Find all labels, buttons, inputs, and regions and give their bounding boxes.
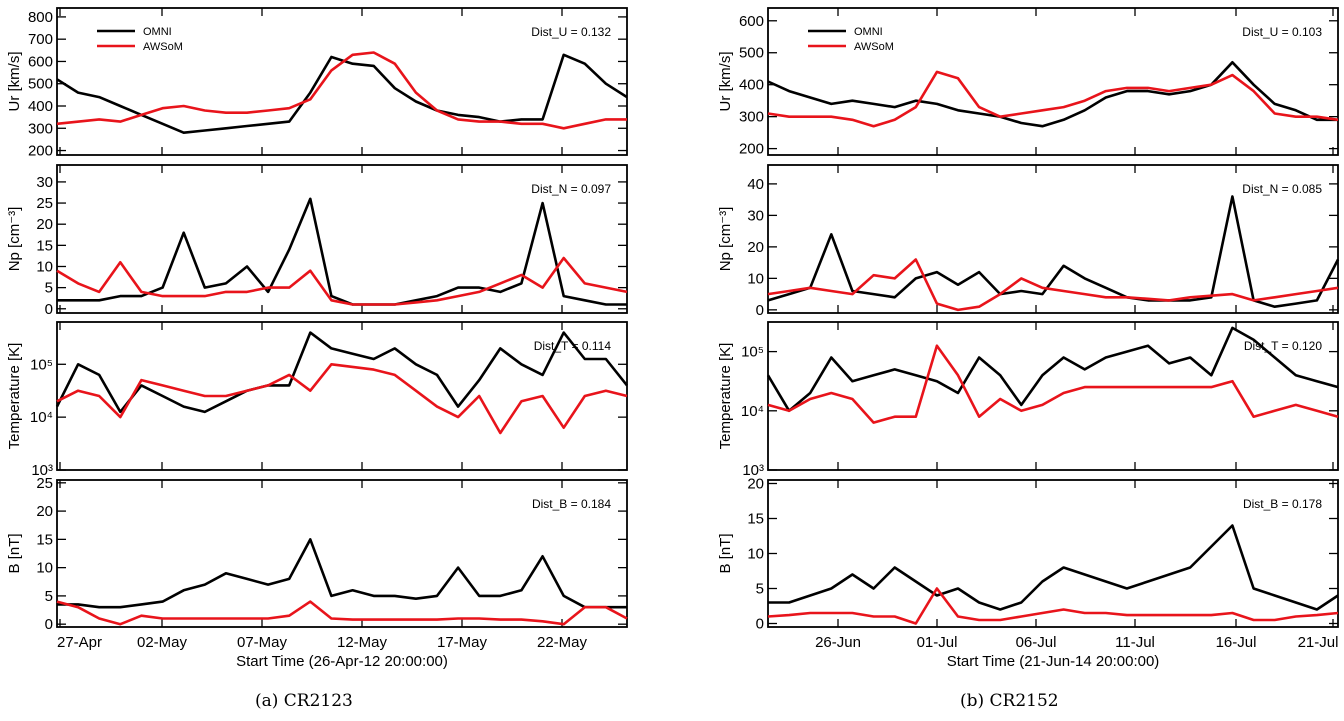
y-tick-label-0-2-0: 10³ [31,462,53,479]
y-tick-label-0-2-2: 10⁵ [30,356,53,373]
y-tick-label-1-3-1: 5 [756,581,764,598]
y-tick-label-0-0-1: 300 [28,120,53,137]
series-awsom-1-0 [767,70,1339,128]
metric-label-1-0: Dist_U = 0.103 [1242,25,1322,39]
y-tick-label-1-1-0: 0 [756,302,764,319]
y-axis-label-1-3: B [nT] [717,533,734,573]
metric-label-1-1: Dist_N = 0.085 [1242,182,1322,196]
y-tick-label-0-3-0: 0 [45,616,53,633]
metric-label-1-2: Dist_T = 0.120 [1244,339,1322,353]
y-tick-label-0-0-5: 700 [28,31,53,48]
y-tick-label-0-2-1: 10⁴ [30,409,53,426]
x-axis-label-1: Start Time (21-Jun-14 20:00:00) [947,653,1160,670]
panel-frame-1-2 [767,321,1339,471]
metric-label-0-0: Dist_U = 0.132 [531,25,611,39]
x-tick-label-1-1: 01-Jul [917,634,958,651]
series-awsom-0-0 [56,51,627,130]
series-awsom-1-2 [767,344,1339,424]
y-tick-label-0-3-3: 15 [36,531,53,548]
series-omni-0-3 [57,538,627,609]
series-awsom-0-3 [56,600,628,626]
y-tick-label-1-1-3: 30 [747,207,764,224]
y-axis-label-1-2: Temperature [K] [717,343,734,450]
y-tick-label-0-1-1: 5 [45,280,53,297]
x-axis-label-0: Start Time (26-Apr-12 20:00:00) [236,653,448,670]
series-awsom-1-3 [767,587,1339,625]
legend-label-1-1: AWSoM [854,41,894,53]
series-awsom-0-1 [56,256,628,306]
panel-frame-0-3 [56,479,628,628]
y-tick-label-1-0-2: 400 [739,77,764,94]
y-tick-label-0-0-2: 400 [28,98,53,115]
legend-label-0-1: AWSoM [143,41,183,53]
x-tick-label-1-0: 26-Jun [815,634,861,651]
y-axis-label-1-1: Np [cm⁻³] [717,207,734,272]
y-axis-label-0-1: Np [cm⁻³] [6,207,23,272]
series-omni-0-0 [56,53,628,134]
y-tick-label-1-0-3: 500 [739,45,764,62]
x-tick-label-1-3: 11-Jul [1115,634,1155,651]
y-tick-label-0-3-5: 25 [36,475,53,492]
y-tick-label-1-1-4: 40 [747,176,764,193]
panel-frame-0-0 [56,7,628,156]
y-tick-label-0-0-0: 200 [28,143,53,160]
y-axis-label-0-2: Temperature [K] [6,343,23,450]
y-tick-label-1-1-1: 10 [747,270,764,287]
series-omni-1-2 [766,326,1339,413]
series-omni-1-3 [768,524,1339,611]
series-awsom-1-1 [767,258,1339,312]
y-tick-label-1-2-0: 10³ [742,462,764,479]
series-awsom-0-2 [56,362,628,435]
series-omni-1-1 [767,195,1340,309]
y-tick-label-1-3-4: 20 [747,476,764,493]
caption-b: (b) CR2152 [960,691,1059,711]
y-tick-label-1-0-0: 200 [739,141,764,158]
y-tick-label-0-1-4: 20 [36,216,53,233]
panel-frame-0-1 [56,164,628,314]
y-axis-label-0-3: B [nT] [6,533,23,573]
y-tick-label-0-3-2: 10 [36,560,53,577]
x-tick-label-0-3: 12-May [337,634,388,651]
metric-label-0-3: Dist_B = 0.184 [532,497,611,511]
y-tick-label-0-1-6: 30 [36,174,53,191]
caption-a: (a) CR2123 [255,691,353,711]
series-omni-0-1 [57,197,627,306]
y-tick-label-1-0-1: 300 [739,109,764,126]
y-tick-label-0-1-3: 15 [36,237,53,254]
x-tick-label-0-5: 22-May [537,634,588,651]
x-tick-label-0-0: 27-Apr [57,634,102,651]
legend-label-1-0: OMNI [854,26,883,38]
y-tick-label-1-0-4: 600 [739,13,764,30]
y-tick-label-1-3-2: 10 [747,546,764,563]
x-tick-label-0-1: 02-May [137,634,188,651]
y-tick-label-0-1-0: 0 [45,301,53,318]
metric-label-0-2: Dist_T = 0.114 [534,339,612,353]
y-axis-label-1-0: Ur [km/s] [717,52,734,112]
x-tick-label-0-2: 07-May [237,634,288,651]
series-omni-1-0 [767,60,1338,128]
y-axis-label-0-0: Ur [km/s] [6,52,23,112]
metric-label-0-1: Dist_N = 0.097 [531,182,611,196]
y-tick-label-0-1-5: 25 [36,195,53,212]
y-tick-label-0-0-4: 600 [28,53,53,70]
y-tick-label-1-3-3: 15 [747,511,764,528]
x-tick-label-1-5: 21-Jul [1298,634,1339,651]
y-tick-label-1-2-2: 10⁵ [741,344,764,361]
y-tick-label-0-3-1: 5 [45,588,53,605]
y-tick-label-0-3-4: 20 [36,503,53,520]
x-tick-label-1-2: 06-Jul [1016,634,1057,651]
y-tick-label-0-0-3: 500 [28,76,53,93]
y-tick-label-0-1-2: 10 [36,258,53,275]
series-omni-0-2 [55,331,629,414]
y-tick-label-1-3-0: 0 [756,616,764,633]
x-tick-label-1-4: 16-Jul [1216,634,1257,651]
y-tick-label-1-2-1: 10⁴ [741,403,764,420]
metric-label-1-3: Dist_B = 0.178 [1243,497,1322,511]
y-tick-label-0-0-6: 800 [28,9,53,26]
legend-label-0-0: OMNI [143,26,172,38]
x-tick-label-0-4: 17-May [437,634,488,651]
panel-frame-1-1 [767,164,1339,314]
y-tick-label-1-1-2: 20 [747,239,764,256]
